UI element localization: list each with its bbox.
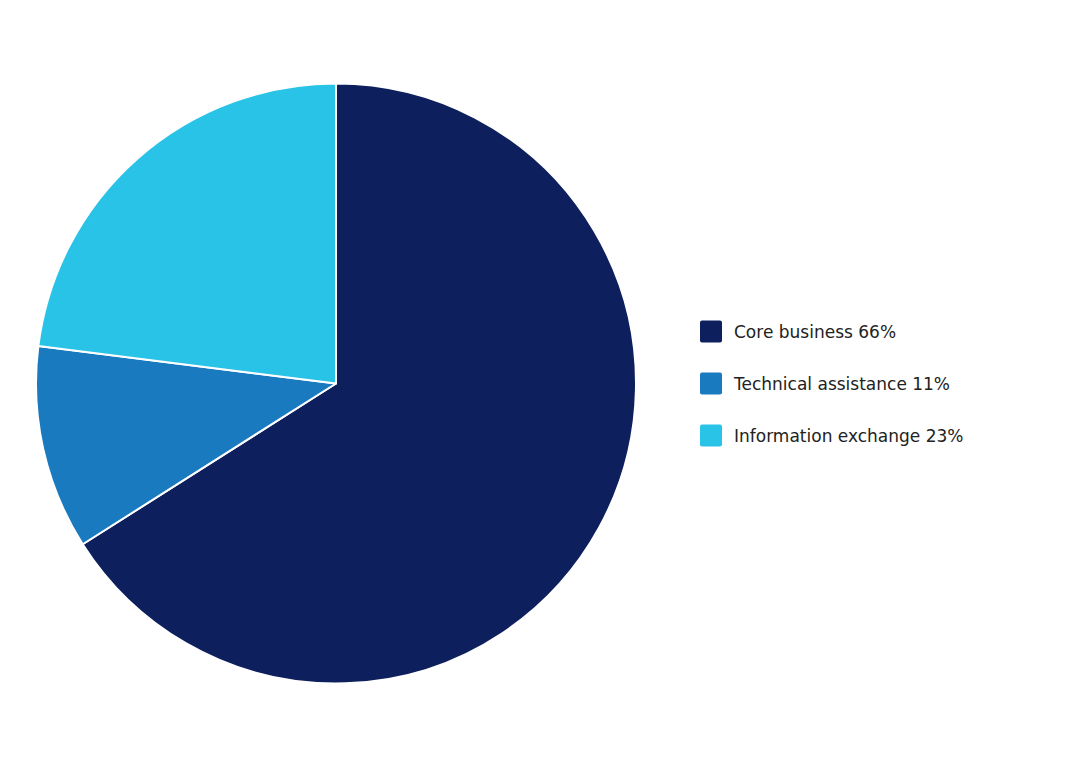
- pie: [36, 84, 636, 684]
- chart-container: Core business 66% Technical assistance 11…: [0, 0, 1084, 767]
- legend-swatch: [700, 425, 722, 447]
- legend: Core business 66% Technical assistance 11…: [700, 321, 963, 447]
- chart: Core business 66% Technical assistance 11…: [0, 0, 1084, 767]
- legend-label: Core business 66%: [734, 322, 896, 342]
- legend-swatch: [700, 373, 722, 395]
- legend-label: Technical assistance 11%: [733, 374, 950, 394]
- legend-swatch: [700, 321, 722, 343]
- pie-slice: [38, 84, 336, 384]
- legend-label: Information exchange 23%: [734, 426, 963, 446]
